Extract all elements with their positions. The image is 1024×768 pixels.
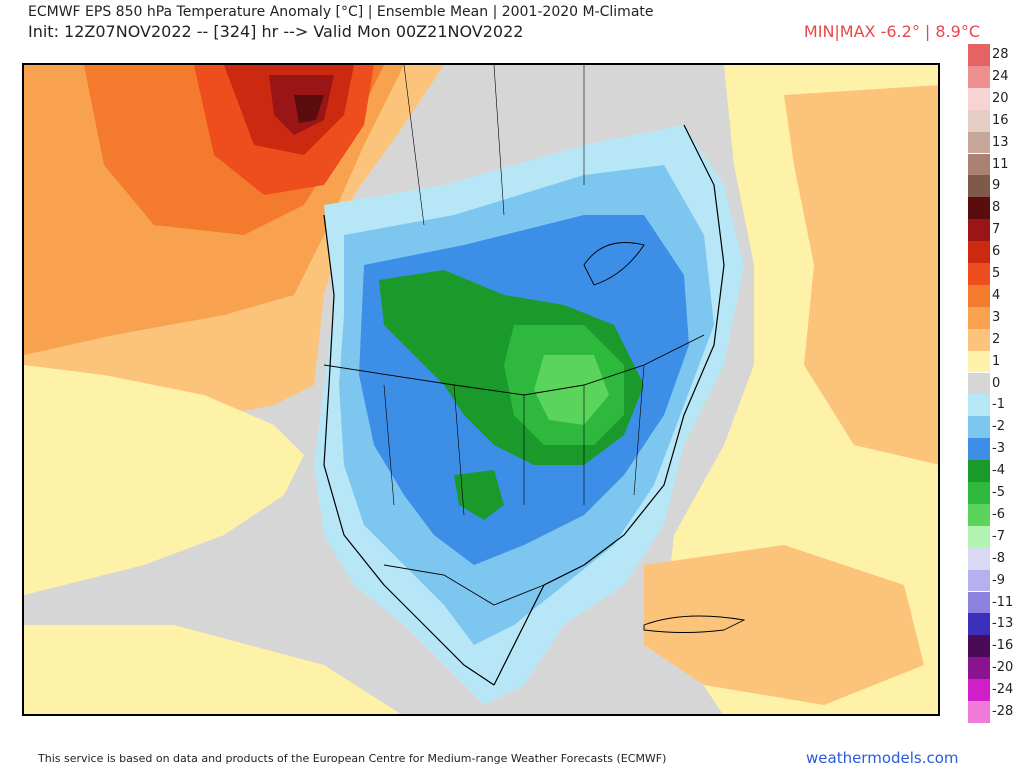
legend-swatch bbox=[968, 372, 990, 395]
legend-label: 4 bbox=[992, 287, 1001, 303]
legend-swatch bbox=[968, 569, 990, 592]
cuba-outline bbox=[643, 615, 746, 633]
cold-anomaly-core bbox=[534, 355, 609, 425]
legend-label: 2 bbox=[992, 331, 1001, 347]
legend-label: 20 bbox=[992, 90, 1009, 106]
hudson-bay-outline bbox=[583, 242, 645, 286]
coastline-outline bbox=[323, 124, 725, 686]
weak-warm-eastern-pacific-south bbox=[24, 625, 401, 714]
legend-swatch bbox=[968, 591, 990, 614]
legend-label: 8 bbox=[992, 200, 1001, 216]
legend-swatch bbox=[968, 613, 990, 636]
legend-swatch bbox=[968, 284, 990, 307]
legend-label: -24 bbox=[992, 682, 1014, 698]
legend-swatch bbox=[968, 153, 990, 176]
legend-label: 0 bbox=[992, 375, 1001, 391]
legend-swatch bbox=[968, 547, 990, 570]
map-title: ECMWF EPS 850 hPa Temperature Anomaly [°… bbox=[28, 4, 654, 20]
legend-label: 13 bbox=[992, 134, 1009, 150]
legend-swatch bbox=[968, 394, 990, 417]
legend-label: 28 bbox=[992, 47, 1009, 62]
weak-warm-eastern-pacific bbox=[24, 365, 304, 595]
legend-swatch bbox=[968, 657, 990, 680]
legend-swatch bbox=[968, 241, 990, 263]
legend-swatch bbox=[968, 525, 990, 548]
legend-swatch bbox=[968, 328, 990, 351]
legend-label: -2 bbox=[992, 419, 1005, 435]
legend-label: -5 bbox=[992, 485, 1005, 500]
legend-swatch bbox=[968, 65, 990, 88]
legend-swatch bbox=[968, 44, 990, 66]
legend-label: 5 bbox=[992, 266, 1001, 281]
legend-label: 9 bbox=[992, 178, 1001, 194]
legend-swatch bbox=[968, 175, 990, 198]
legend-swatch bbox=[968, 306, 990, 329]
legend-label: -20 bbox=[992, 660, 1014, 676]
legend-label: 24 bbox=[992, 68, 1009, 84]
legend-label: -1 bbox=[992, 397, 1005, 413]
us-canada-border bbox=[323, 334, 705, 396]
legend-swatch bbox=[968, 87, 990, 110]
us-mexico-border bbox=[383, 564, 545, 606]
anomaly-map[interactable] bbox=[22, 63, 940, 716]
legend-label: -28 bbox=[992, 704, 1014, 719]
legend-label: -11 bbox=[992, 594, 1014, 610]
legend-swatch bbox=[968, 219, 990, 242]
legend-label: 6 bbox=[992, 244, 1001, 260]
cold-anomaly-southern-plains bbox=[454, 470, 504, 520]
legend-swatch bbox=[968, 503, 990, 526]
map-canvas bbox=[24, 65, 938, 714]
legend-label: -4 bbox=[992, 463, 1005, 479]
legend-label: -16 bbox=[992, 638, 1014, 654]
province-borders bbox=[403, 65, 585, 226]
legend-label: 16 bbox=[992, 112, 1009, 128]
legend-label: -8 bbox=[992, 550, 1005, 566]
legend-swatch bbox=[968, 416, 990, 439]
warm-anomaly-caribbean bbox=[644, 545, 924, 705]
legend-swatch bbox=[968, 635, 990, 658]
legend-swatch bbox=[968, 460, 990, 482]
min-max-readout: MIN|MAX -6.2° | 8.9°C bbox=[803, 22, 980, 41]
legend-label: -6 bbox=[992, 506, 1005, 522]
state-borders bbox=[383, 364, 645, 516]
legend-swatch bbox=[968, 109, 990, 132]
legend-swatch bbox=[968, 679, 990, 701]
legend-swatch bbox=[968, 701, 990, 723]
legend-swatch bbox=[968, 197, 990, 220]
legend-swatch bbox=[968, 131, 990, 154]
legend-swatch bbox=[968, 482, 990, 504]
legend-swatch bbox=[968, 438, 990, 461]
legend-label: 3 bbox=[992, 309, 1001, 325]
legend-label: 7 bbox=[992, 222, 1001, 238]
legend-swatch bbox=[968, 263, 990, 285]
legend-label: -13 bbox=[992, 616, 1014, 632]
warm-anomaly-atlantic bbox=[784, 85, 938, 465]
legend-label: -7 bbox=[992, 528, 1005, 544]
legend-swatch bbox=[968, 350, 990, 373]
legend-label: 1 bbox=[992, 353, 1001, 369]
legend-label: -3 bbox=[992, 441, 1005, 457]
brand-link[interactable]: weathermodels.com bbox=[806, 749, 959, 767]
legend-label: -9 bbox=[992, 572, 1005, 588]
data-credit: This service is based on data and produc… bbox=[38, 752, 667, 765]
legend-label: 11 bbox=[992, 156, 1009, 172]
warm-anomaly-peak bbox=[294, 95, 324, 123]
map-subtitle: Init: 12Z07NOV2022 -- [324] hr --> Valid… bbox=[28, 22, 524, 41]
